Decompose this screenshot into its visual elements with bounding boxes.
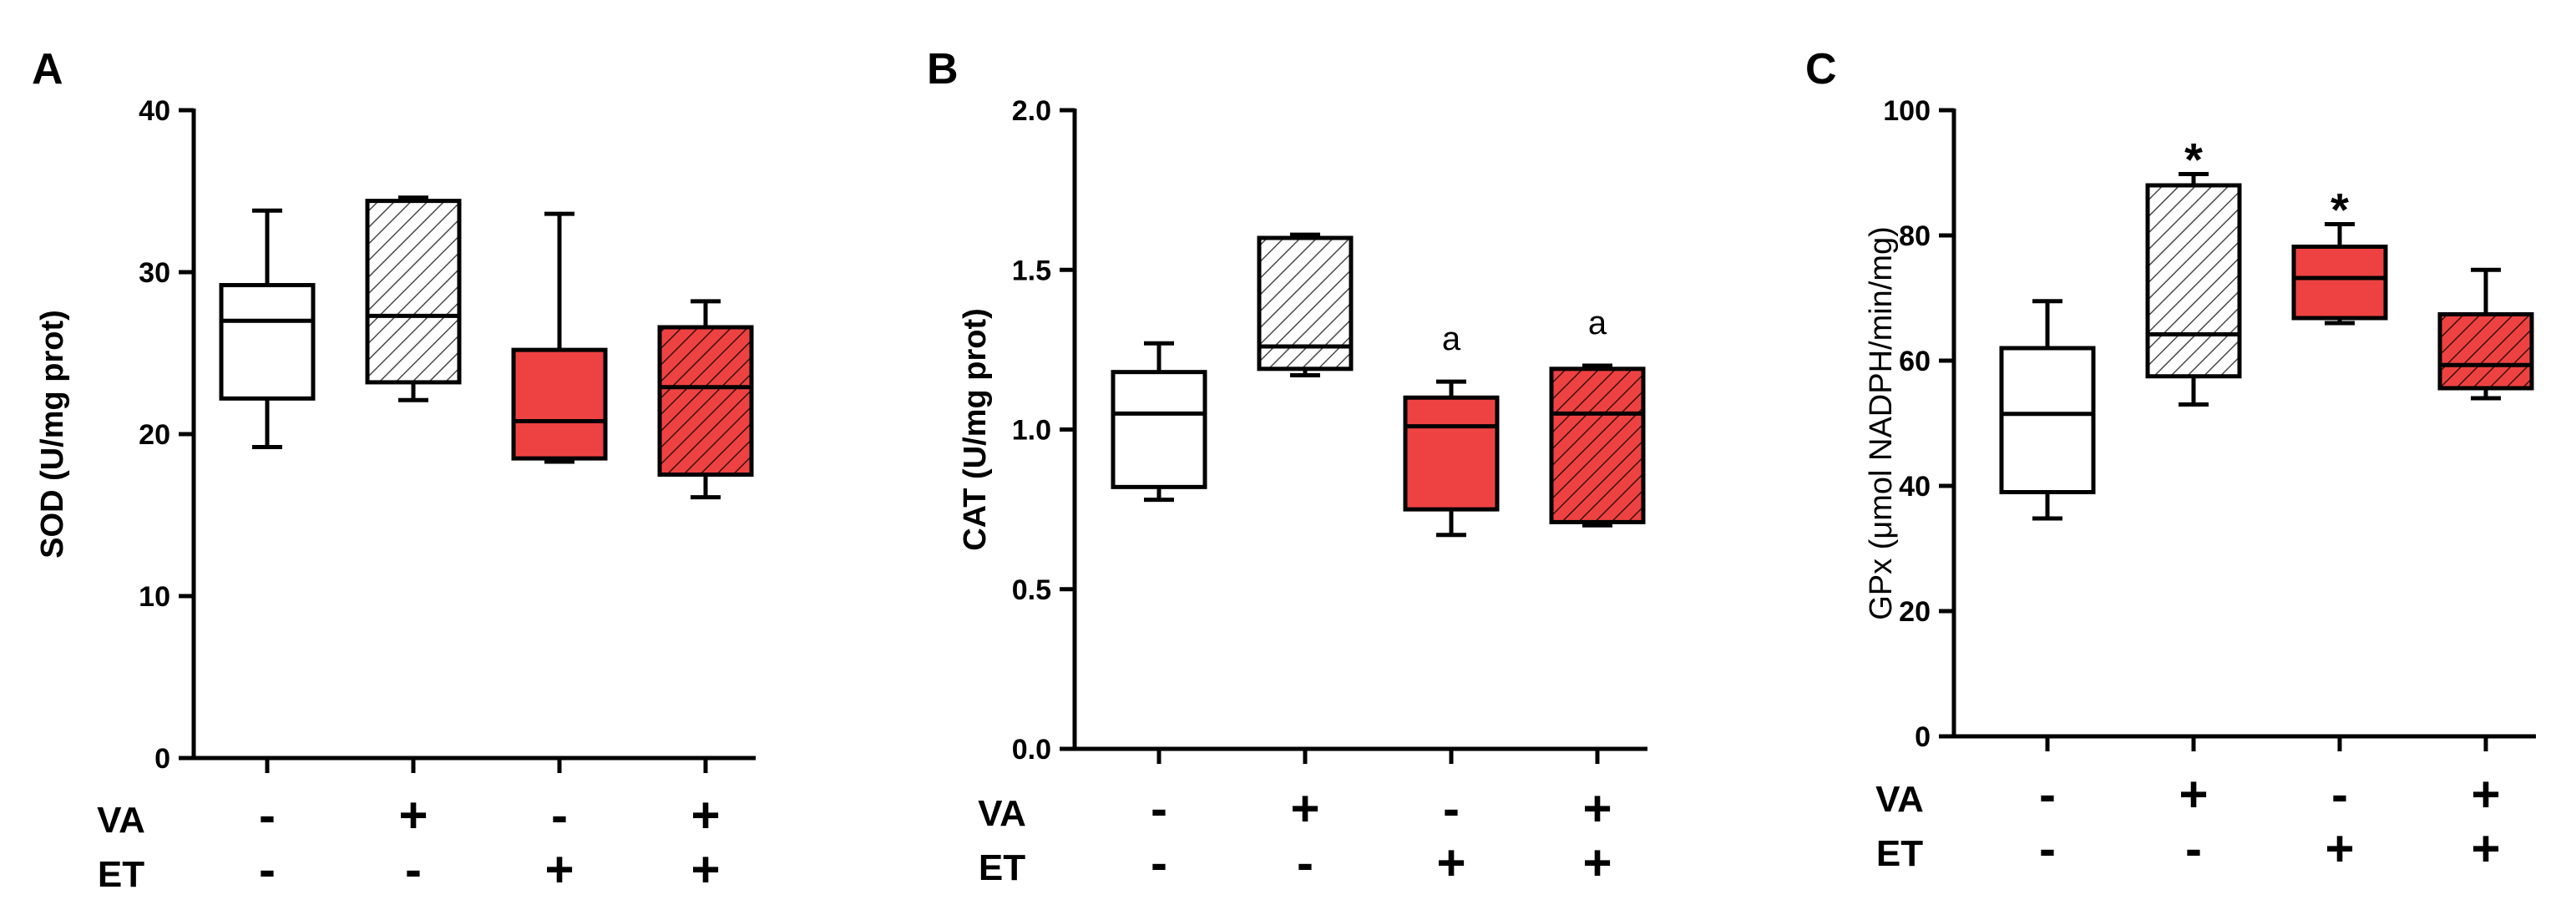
y-tick-label: 40 bbox=[1899, 471, 1931, 503]
et-sign: - bbox=[2185, 821, 2202, 877]
box-iqr bbox=[365, 199, 462, 385]
va-sign: - bbox=[1151, 781, 1167, 837]
box-iqr bbox=[2291, 245, 2388, 321]
box-group-3 bbox=[511, 211, 608, 464]
box-group-2 bbox=[365, 195, 462, 402]
y-axis-label-a: SOD (U/mg prot) bbox=[35, 310, 70, 559]
et-sign: - bbox=[259, 842, 276, 897]
box-group-3: a bbox=[1403, 321, 1500, 538]
va-sign: + bbox=[2471, 766, 2500, 822]
significance-annotation: a bbox=[1442, 321, 1461, 357]
panel-letter-b: B bbox=[927, 45, 959, 94]
y-tick-label: 100 bbox=[1883, 95, 1931, 127]
y-tick-label: 0 bbox=[154, 743, 170, 775]
va-sign: - bbox=[551, 787, 568, 843]
y-tick-label: 20 bbox=[139, 419, 170, 451]
panel-letter-a: A bbox=[32, 45, 63, 94]
panel-b: B CAT (U/mg prot) 0.00.51.01.52.0--+-a-+… bbox=[927, 45, 1647, 891]
et-sign: + bbox=[1436, 835, 1465, 891]
panel-letter-c: C bbox=[1805, 45, 1837, 94]
y-tick-label: 60 bbox=[1899, 346, 1931, 377]
box-iqr bbox=[219, 283, 316, 401]
row-label-va: VA bbox=[97, 800, 145, 841]
box-group-2: * bbox=[2145, 134, 2242, 407]
va-sign: - bbox=[1443, 781, 1460, 837]
y-tick-label: 30 bbox=[139, 257, 170, 289]
row-label-et: ET bbox=[979, 847, 1025, 888]
y-tick-label: 0.0 bbox=[1012, 734, 1051, 766]
box-group-4: a bbox=[1549, 305, 1646, 528]
row-label-va: VA bbox=[978, 793, 1026, 834]
et-sign: + bbox=[691, 842, 720, 897]
box-group-1 bbox=[219, 208, 316, 450]
significance-annotation: * bbox=[2184, 134, 2203, 186]
row-label-et: ET bbox=[1876, 833, 1923, 874]
et-sign: - bbox=[405, 842, 422, 897]
y-tick-label: 0.5 bbox=[1012, 574, 1051, 606]
va-sign: + bbox=[691, 787, 720, 843]
box-group-4 bbox=[2437, 267, 2534, 401]
et-sign: + bbox=[2325, 821, 2354, 877]
box-iqr bbox=[1111, 370, 1207, 489]
y-tick-label: 2.0 bbox=[1012, 95, 1051, 127]
panel-c: C GPx (μmol NADPH/min/mg) 020406080100--… bbox=[1805, 45, 2536, 877]
box-iqr bbox=[2145, 183, 2242, 379]
y-tick-label: 40 bbox=[139, 95, 170, 127]
box-group-1 bbox=[1111, 341, 1207, 503]
significance-annotation: * bbox=[2331, 184, 2349, 236]
y-tick-label: 1.5 bbox=[1012, 255, 1051, 286]
box-iqr bbox=[1403, 395, 1500, 512]
box-group-4 bbox=[657, 299, 754, 500]
box-group-2 bbox=[1257, 232, 1354, 377]
row-label-et: ET bbox=[98, 854, 144, 895]
row-label-va: VA bbox=[1875, 779, 1924, 820]
y-tick-label: 20 bbox=[1899, 596, 1931, 628]
va-sign: + bbox=[1290, 781, 1319, 837]
et-sign: - bbox=[1151, 835, 1167, 891]
y-tick-label: 1.0 bbox=[1012, 415, 1051, 447]
box-group-3: * bbox=[2291, 184, 2388, 326]
va-sign: - bbox=[2331, 766, 2348, 822]
box-iqr bbox=[657, 325, 754, 477]
box-iqr bbox=[1257, 235, 1354, 372]
va-sign: + bbox=[1582, 781, 1612, 837]
box-group-1 bbox=[1999, 299, 2096, 521]
et-sign: + bbox=[1582, 835, 1612, 891]
et-sign: - bbox=[1297, 835, 1313, 891]
box-iqr bbox=[511, 347, 608, 461]
y-axis-label-c: GPx (μmol NADPH/min/mg) bbox=[1864, 226, 1899, 620]
box-iqr bbox=[1549, 366, 1646, 524]
va-sign: - bbox=[2039, 766, 2056, 822]
y-tick-label: 0 bbox=[1915, 721, 1931, 753]
va-sign: + bbox=[398, 787, 428, 843]
box-iqr bbox=[2437, 312, 2534, 391]
box-iqr bbox=[1999, 346, 2096, 494]
et-sign: + bbox=[2471, 821, 2500, 877]
significance-annotation: a bbox=[1588, 305, 1607, 341]
et-sign: - bbox=[2039, 821, 2056, 877]
va-sign: - bbox=[259, 787, 276, 843]
y-tick-label: 10 bbox=[139, 581, 170, 613]
y-axis-label-b: CAT (U/mg prot) bbox=[958, 308, 993, 551]
y-tick-label: 80 bbox=[1899, 220, 1931, 252]
va-sign: + bbox=[2179, 766, 2208, 822]
et-sign: + bbox=[544, 842, 574, 897]
